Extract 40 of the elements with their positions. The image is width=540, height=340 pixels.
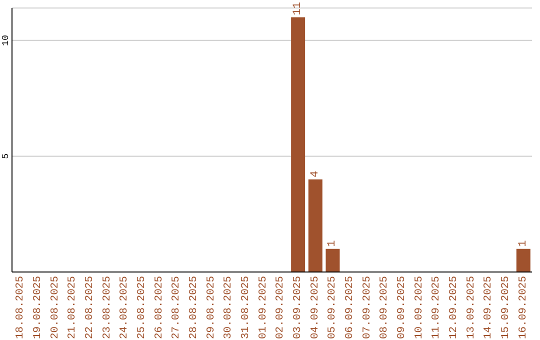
x-tick-label: 04.09.2025 bbox=[309, 276, 322, 340]
x-tick-label: 25.08.2025 bbox=[136, 276, 148, 340]
x-tick-label: 15.09.2025 bbox=[500, 276, 512, 340]
x-tick-label: 22.08.2025 bbox=[84, 276, 96, 340]
x-tick-label: 01.09.2025 bbox=[257, 276, 270, 340]
x-tick-label: 18.08.2025 bbox=[14, 276, 27, 340]
x-tick-label: 29.08.2025 bbox=[205, 276, 218, 340]
x-tick-label: 05.09.2025 bbox=[326, 276, 339, 340]
x-tick-label: 08.09.2025 bbox=[378, 276, 391, 340]
x-tick-label: 12.09.2025 bbox=[448, 276, 460, 340]
data-label: 1 bbox=[326, 240, 339, 247]
x-tick-label: 16.09.2025 bbox=[517, 276, 530, 340]
bar bbox=[308, 179, 322, 272]
x-tick-label: 10.09.2025 bbox=[413, 276, 426, 340]
x-tick-label: 28.08.2025 bbox=[188, 276, 200, 340]
bar bbox=[291, 17, 306, 272]
x-tick-label: 19.08.2025 bbox=[32, 276, 44, 340]
x-tick-label: 11.09.2025 bbox=[430, 276, 443, 340]
bar bbox=[516, 248, 530, 272]
x-tick-label: 21.08.2025 bbox=[66, 276, 79, 340]
x-tick-label: 03.09.2025 bbox=[292, 276, 304, 340]
x-tick-label: 20.08.2025 bbox=[49, 276, 62, 340]
x-tick-label: 07.09.2025 bbox=[361, 276, 374, 340]
x-tick-label: 31.08.2025 bbox=[240, 276, 252, 340]
y-tick-label: 10 bbox=[1, 35, 11, 46]
x-tick-label: 02.09.2025 bbox=[274, 276, 287, 340]
x-tick-label: 23.08.2025 bbox=[101, 276, 114, 340]
x-tick-label: 13.09.2025 bbox=[465, 276, 478, 340]
bar bbox=[326, 248, 340, 272]
data-label: 1 bbox=[517, 240, 530, 247]
x-tick-label: 30.08.2025 bbox=[222, 276, 235, 340]
x-tick-label: 26.08.2025 bbox=[153, 276, 166, 340]
x-tick-label: 27.08.2025 bbox=[170, 276, 183, 340]
x-tick-label: 06.09.2025 bbox=[344, 276, 356, 340]
data-label: 4 bbox=[309, 170, 322, 178]
x-tick-label: 14.09.2025 bbox=[482, 276, 495, 340]
y-tick-label: 5 bbox=[1, 154, 11, 159]
data-label: 11 bbox=[292, 2, 304, 16]
x-tick-label: 09.09.2025 bbox=[396, 276, 408, 340]
x-tick-label: 24.08.2025 bbox=[118, 276, 131, 340]
